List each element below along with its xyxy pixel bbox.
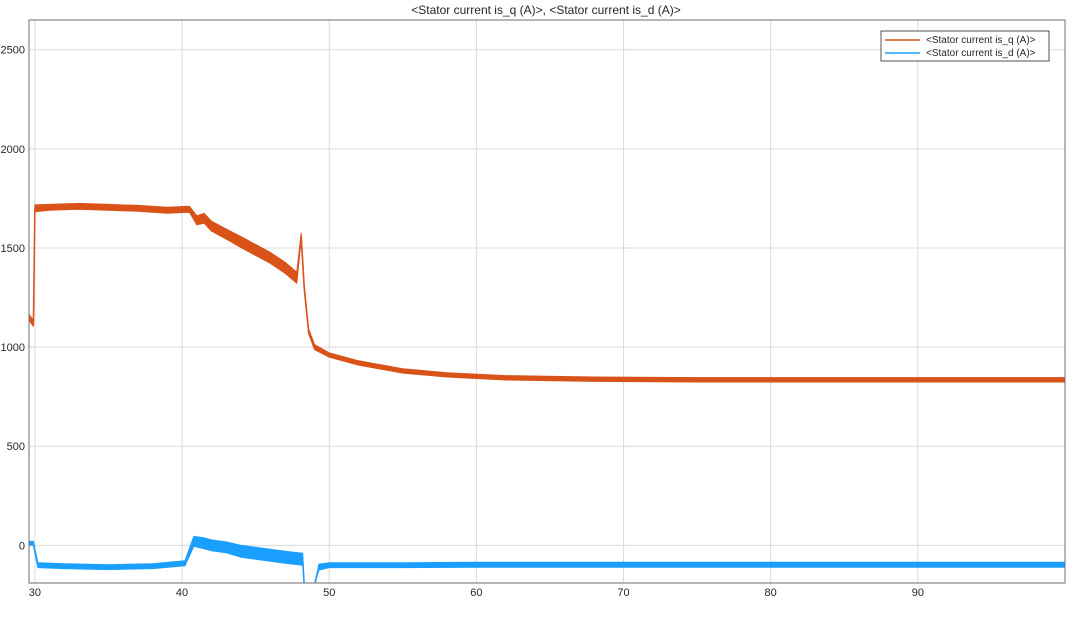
x-tick-label: 60 (470, 587, 482, 599)
y-tick-label: 2500 (1, 45, 25, 57)
y-tick-label: 2000 (1, 144, 25, 156)
y-tick-label: 500 (7, 441, 25, 453)
x-tick-label: 70 (617, 587, 629, 599)
legend-label-is-d: <Stator current is_d (A)> (926, 48, 1036, 59)
legend[interactable]: <Stator current is_q (A)> <Stator curren… (880, 30, 1050, 62)
series-line-is-d (29, 540, 1065, 583)
series-group (29, 202, 1065, 583)
x-tick-label: 80 (765, 587, 777, 599)
plot-area (29, 20, 1065, 583)
chart-title: <Stator current is_q (A)>, <Stator curre… (411, 3, 680, 17)
x-tick-label: 90 (912, 587, 924, 599)
legend-box (880, 30, 1050, 62)
tick-labels: 30 40 50 60 70 80 90 0 500 1000 1500 2000 2500 (1, 45, 924, 599)
plot-frame (28, 19, 1066, 584)
y-tick-label: 1500 (1, 243, 25, 255)
series-line-is-q (29, 205, 1065, 381)
plot-series (29, 202, 1065, 583)
y-tick-label: 0 (19, 540, 25, 552)
x-tick-label: 40 (176, 587, 188, 599)
legend-label-is-q: <Stator current is_q (A)> (926, 35, 1036, 46)
x-tick-label: 50 (323, 587, 335, 599)
series-band-is-d (29, 535, 1065, 583)
series-band-is-q (29, 202, 1065, 383)
x-tick-label: 30 (29, 587, 41, 599)
y-tick-label: 1000 (1, 342, 25, 354)
